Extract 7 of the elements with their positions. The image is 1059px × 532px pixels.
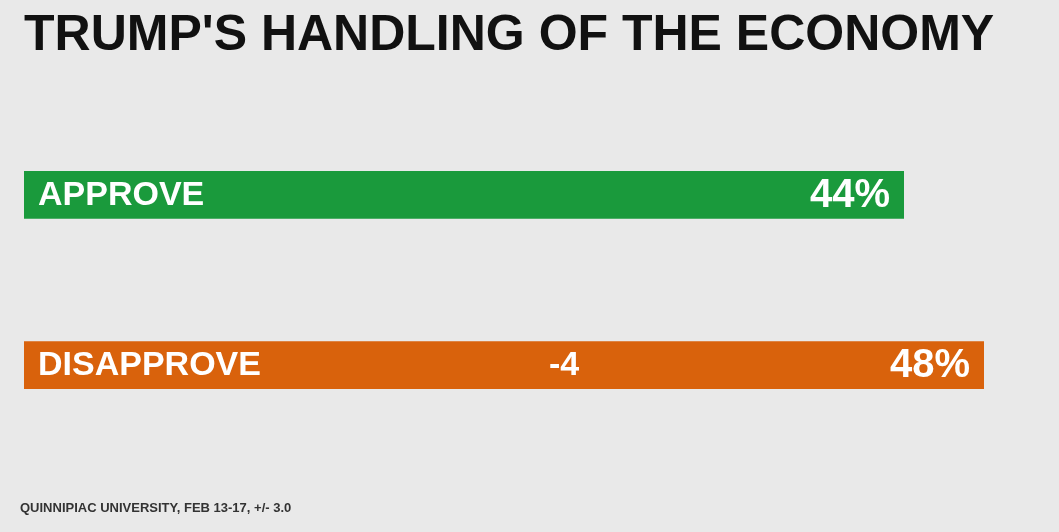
- text: QUINNIPIAC UNIVERSITY, FEB 13-17, +/- 3.0: [20, 500, 292, 515]
- y-tick-label: DISAPPROVE: [38, 344, 261, 383]
- annotation: -4: [548, 344, 580, 383]
- data-label: 44%: [809, 170, 890, 215]
- chart-title: TRUMP'S HANDLING OF THE ECONOMY: [24, 5, 995, 61]
- y-tick-label: APPROVE: [38, 173, 205, 212]
- data-label: 48%: [889, 341, 970, 386]
